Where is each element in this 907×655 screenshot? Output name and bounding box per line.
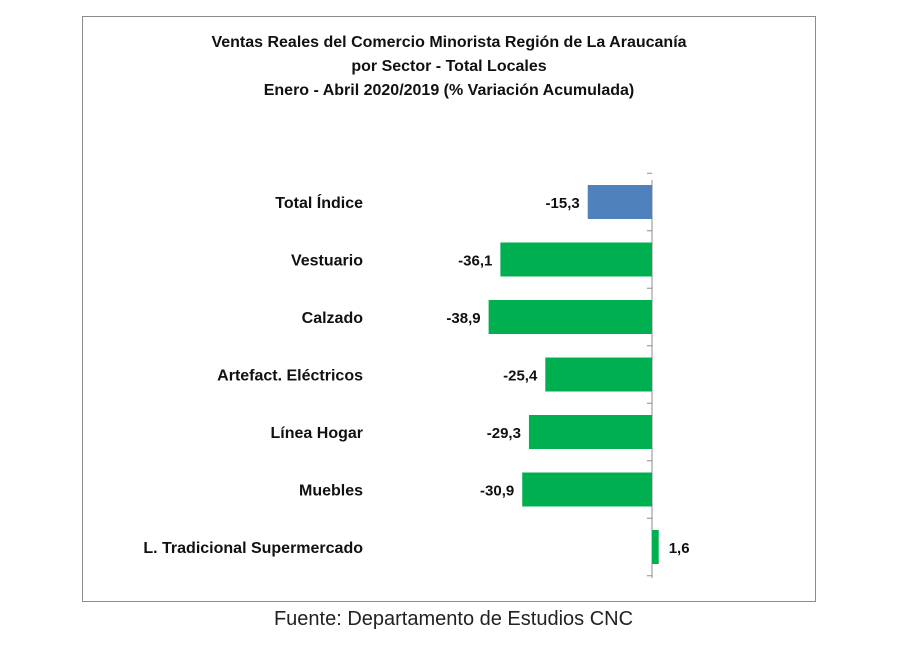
bar [587,185,652,219]
chart-title-line-2: por Sector - Total Locales [351,58,547,75]
bar [545,357,652,392]
category-label: Muebles [299,483,363,500]
category-label: Total Índice [275,193,363,212]
chart-title-line-3: Enero - Abril 2020/2019 (% Variación Acu… [263,82,635,99]
bar [652,530,659,564]
bar [500,242,652,277]
data-label: -36,1 [458,253,492,270]
category-label: Artefact. Eléctricos [217,368,363,385]
chart-frame [82,16,816,602]
data-label: -38,9 [446,310,480,327]
category-label: Línea Hogar [271,425,363,442]
category-label: Vestuario [291,253,363,270]
bar [528,415,652,449]
source-note: Fuente: Departamento de Estudios CNC [273,608,634,630]
data-label: -30,9 [480,483,514,500]
bar [522,472,652,507]
data-label: -15,3 [546,195,580,212]
category-label: Calzado [302,310,364,327]
category-label: L. Tradicional Supermercado [143,540,363,557]
chart-title-line-1: Ventas Reales del Comercio Minorista Reg… [211,34,687,51]
data-label: 1,6 [669,540,690,557]
bar [488,300,652,334]
data-label: -29,3 [487,425,521,442]
data-label: -25,4 [503,368,538,385]
